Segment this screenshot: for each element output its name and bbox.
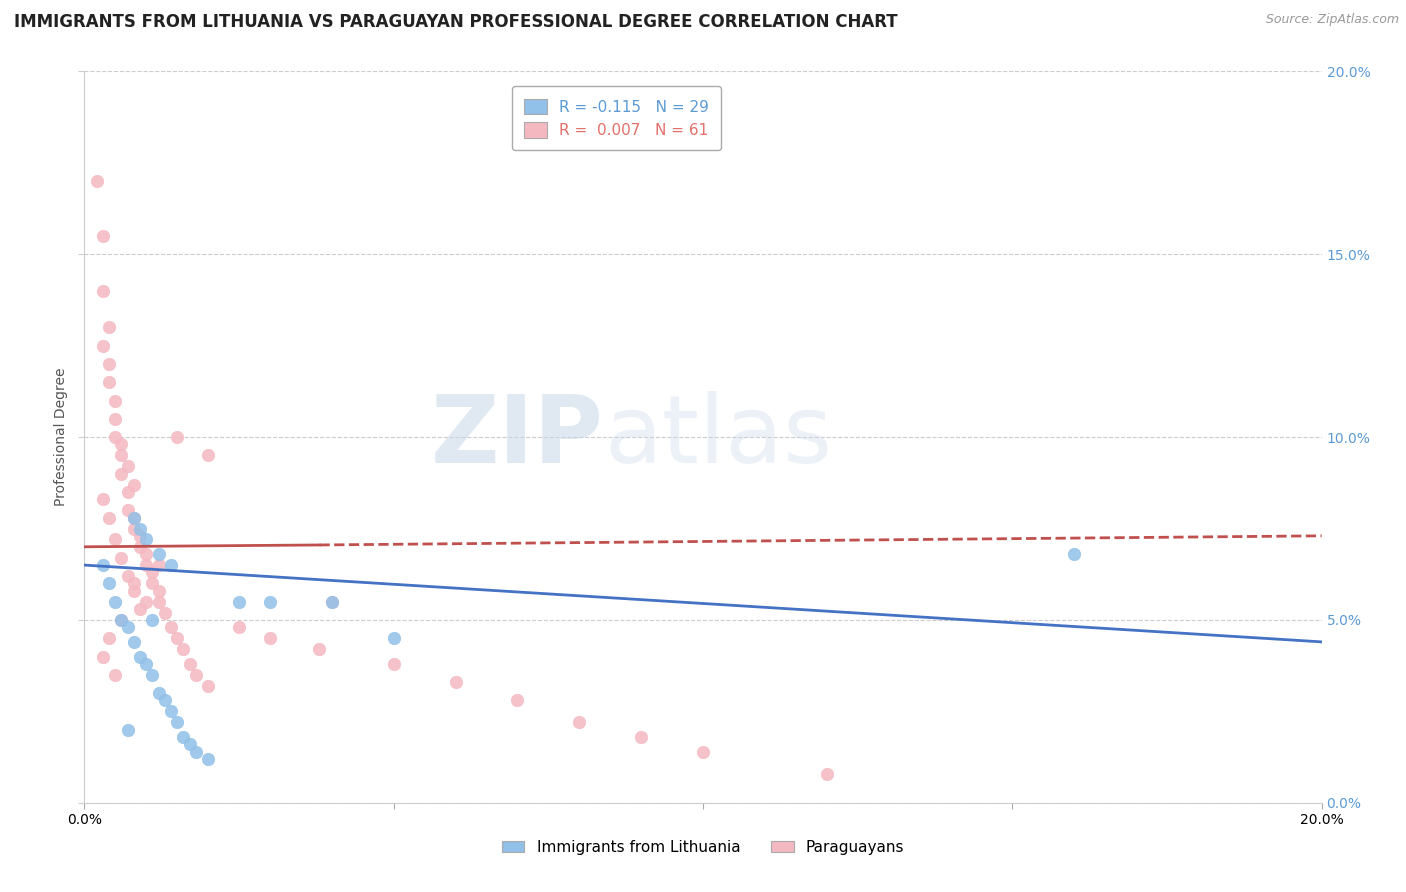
Point [122,510,145,524]
Point [135,533,157,547]
Point [91,229,114,244]
Point [104,430,127,444]
Point [382,657,405,671]
Point [148,547,170,561]
Point [135,594,157,608]
Point [98,576,121,591]
Point [1063,547,1085,561]
Text: IMMIGRANTS FROM LITHUANIA VS PARAGUAYAN PROFESSIONAL DEGREE CORRELATION CHART: IMMIGRANTS FROM LITHUANIA VS PARAGUAYAN … [14,13,897,31]
Point [197,679,219,693]
Point [117,569,139,583]
Point [98,357,121,371]
Point [91,649,114,664]
Point [98,632,121,646]
Point [568,715,591,730]
Point [117,503,139,517]
Point [153,606,176,620]
Point [160,620,183,634]
Point [815,766,838,780]
Point [630,730,652,744]
Point [172,642,194,657]
Point [110,613,132,627]
Text: atlas: atlas [605,391,832,483]
Point [172,730,194,744]
Point [110,437,132,451]
Point [135,657,157,671]
Point [104,667,127,681]
Point [117,723,139,737]
Point [104,412,127,426]
Point [110,467,132,481]
Point [692,745,714,759]
Point [184,667,207,681]
Point [308,642,330,657]
Point [228,594,250,608]
Point [122,635,145,649]
Y-axis label: Professional Degree: Professional Degree [55,368,69,507]
Text: ZIP: ZIP [432,391,605,483]
Point [129,602,152,616]
Text: Source: ZipAtlas.com: Source: ZipAtlas.com [1265,13,1399,27]
Point [197,448,219,462]
Point [91,558,114,573]
Point [259,632,281,646]
Point [148,583,170,598]
Point [91,492,114,507]
Point [160,558,183,573]
Point [382,632,405,646]
Point [110,448,132,462]
Point [153,693,176,707]
Point [321,594,343,608]
Point [117,485,139,500]
Point [104,533,127,547]
Point [148,594,170,608]
Point [135,547,157,561]
Point [506,693,529,707]
Point [122,521,145,535]
Point [122,576,145,591]
Point [166,430,188,444]
Point [141,566,163,580]
Point [122,510,145,524]
Point [179,657,201,671]
Point [91,284,114,298]
Point [135,558,157,573]
Point [166,715,188,730]
Legend: Immigrants from Lithuania, Paraguayans: Immigrants from Lithuania, Paraguayans [495,834,911,861]
Point [129,521,152,535]
Point [104,393,127,408]
Point [117,620,139,634]
Point [98,320,121,334]
Point [98,510,121,524]
Point [228,620,250,634]
Point [141,613,163,627]
Point [141,576,163,591]
Point [259,594,281,608]
Point [148,558,170,573]
Point [321,594,343,608]
Point [166,632,188,646]
Point [129,540,152,554]
Point [110,550,132,565]
Point [91,338,114,352]
Point [122,477,145,491]
Point [86,174,108,188]
Point [98,375,121,389]
Point [160,705,183,719]
Point [129,649,152,664]
Point [197,752,219,766]
Point [148,686,170,700]
Point [184,745,207,759]
Point [179,737,201,751]
Point [117,459,139,474]
Point [104,594,127,608]
Point [141,667,163,681]
Point [122,583,145,598]
Point [444,675,467,690]
Point [129,529,152,543]
Point [110,613,132,627]
